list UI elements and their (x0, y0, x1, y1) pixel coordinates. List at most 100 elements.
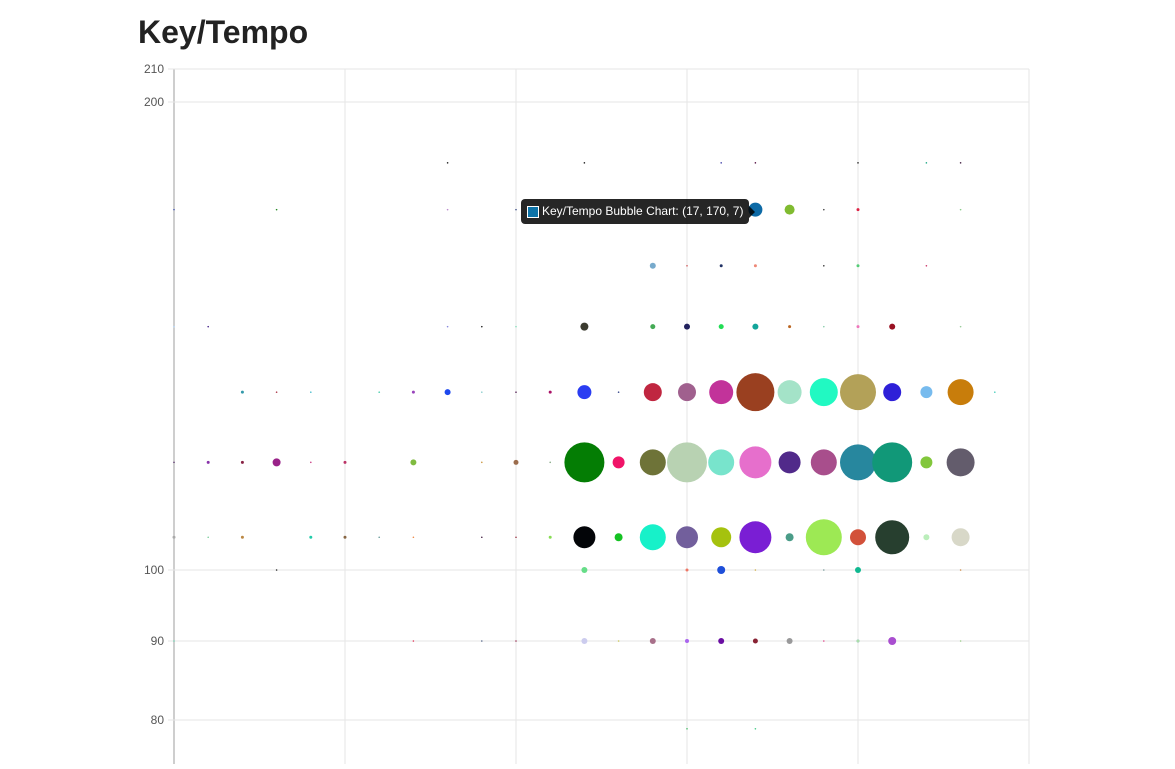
bubble-point[interactable] (639, 524, 666, 551)
bubble-point[interactable] (784, 204, 795, 215)
bubble-point[interactable] (275, 391, 278, 393)
bubble-point[interactable] (923, 534, 930, 541)
bubble-point[interactable] (515, 391, 517, 393)
bubble-point[interactable] (410, 459, 417, 466)
bubble-point[interactable] (378, 391, 381, 393)
bubble-point[interactable] (583, 162, 586, 164)
bubble-point[interactable] (614, 533, 623, 542)
bubble-point[interactable] (685, 568, 689, 572)
bubble-point[interactable] (173, 208, 175, 211)
bubble-point[interactable] (959, 325, 962, 328)
bubble-point[interactable] (951, 528, 970, 547)
bubble-point[interactable] (676, 526, 698, 549)
bubble-point[interactable] (173, 461, 175, 464)
bubble-point[interactable] (823, 265, 825, 267)
bubble-point[interactable] (481, 325, 483, 328)
bubble-point[interactable] (515, 208, 517, 211)
bubble-point[interactable] (678, 383, 696, 402)
bubble-point[interactable] (889, 323, 896, 330)
bubble-point[interactable] (412, 640, 415, 642)
bubble-point[interactable] (173, 325, 175, 328)
bubble-point[interactable] (719, 264, 723, 268)
bubble-point[interactable] (785, 533, 794, 542)
bubble-point[interactable] (920, 456, 933, 469)
bubble-point[interactable] (581, 567, 588, 573)
bubble-point[interactable] (888, 637, 897, 645)
bubble-point[interactable] (718, 638, 725, 644)
bubble-point[interactable] (446, 325, 449, 328)
bubble-point[interactable] (649, 262, 656, 269)
bubble-point[interactable] (515, 536, 517, 539)
bubble-point[interactable] (612, 456, 625, 469)
bubble-point[interactable] (959, 208, 962, 211)
bubble-point[interactable] (809, 378, 838, 407)
bubble-point[interactable] (580, 322, 589, 331)
bubble-point[interactable] (240, 390, 244, 394)
bubble-point[interactable] (272, 458, 281, 467)
bubble-point[interactable] (686, 728, 688, 730)
bubble-point[interactable] (343, 535, 347, 539)
bubble-point[interactable] (753, 264, 757, 268)
bubble-point[interactable] (856, 208, 860, 212)
bubble-point[interactable] (275, 208, 278, 211)
bubble-point[interactable] (857, 162, 859, 164)
bubble-point[interactable] (720, 162, 722, 164)
bubble-point[interactable] (685, 639, 689, 643)
bubble-point[interactable] (823, 325, 825, 328)
bubble-point[interactable] (515, 640, 517, 642)
bubble-point[interactable] (959, 162, 962, 164)
bubble-point[interactable] (444, 389, 451, 396)
bubble-point[interactable] (412, 536, 415, 539)
bubble-point[interactable] (823, 640, 825, 642)
bubble-point[interactable] (736, 373, 775, 412)
bubble-point[interactable] (649, 638, 656, 644)
bubble-point[interactable] (686, 265, 688, 267)
bubble-point[interactable] (777, 380, 802, 405)
bubble-point[interactable] (310, 461, 312, 464)
bubble-point[interactable] (883, 383, 902, 402)
bubble-point[interactable] (172, 535, 176, 539)
bubble-point[interactable] (752, 638, 758, 644)
bubble-point[interactable] (515, 325, 517, 328)
bubble-point[interactable] (650, 324, 656, 330)
bubble-point[interactable] (275, 569, 278, 571)
bubble-point[interactable] (754, 162, 757, 164)
bubble-point[interactable] (548, 535, 552, 539)
bubble-point[interactable] (754, 569, 757, 571)
bubble-point[interactable] (946, 448, 975, 477)
bubble-point[interactable] (840, 444, 876, 481)
bubble-point[interactable] (805, 519, 842, 556)
bubble-point[interactable] (840, 374, 876, 411)
bubble-point[interactable] (875, 520, 910, 555)
bubble-point[interactable] (925, 162, 928, 164)
bubble-point[interactable] (920, 386, 933, 399)
bubble-point[interactable] (481, 461, 483, 464)
bubble-point[interactable] (708, 449, 735, 476)
bubble-point[interactable] (577, 385, 592, 400)
bubble-point[interactable] (786, 638, 793, 644)
bubble-point[interactable] (959, 640, 962, 642)
bubble-point[interactable] (343, 460, 347, 464)
bubble-point[interactable] (411, 390, 415, 394)
bubble-point[interactable] (752, 323, 759, 330)
bubble-point[interactable] (240, 460, 244, 464)
bubble-point[interactable] (207, 325, 209, 328)
bubble-point[interactable] (925, 265, 928, 267)
bubble-point[interactable] (481, 640, 483, 642)
bubble-point[interactable] (754, 728, 757, 730)
bubble-point[interactable] (810, 449, 837, 476)
bubble-point[interactable] (739, 446, 772, 479)
bubble-point[interactable] (549, 461, 551, 464)
bubble-point[interactable] (446, 208, 449, 211)
bubble-point[interactable] (481, 536, 483, 539)
bubble-point[interactable] (173, 640, 175, 642)
bubble-point[interactable] (718, 324, 724, 330)
bubble-point[interactable] (310, 391, 312, 393)
bubble-point[interactable] (573, 526, 596, 549)
bubble-point[interactable] (643, 383, 662, 402)
bubble-point[interactable] (564, 442, 605, 483)
bubble-point[interactable] (240, 535, 244, 539)
bubble-point[interactable] (778, 451, 801, 474)
bubble-point[interactable] (850, 529, 866, 546)
bubble-point[interactable] (513, 459, 519, 465)
